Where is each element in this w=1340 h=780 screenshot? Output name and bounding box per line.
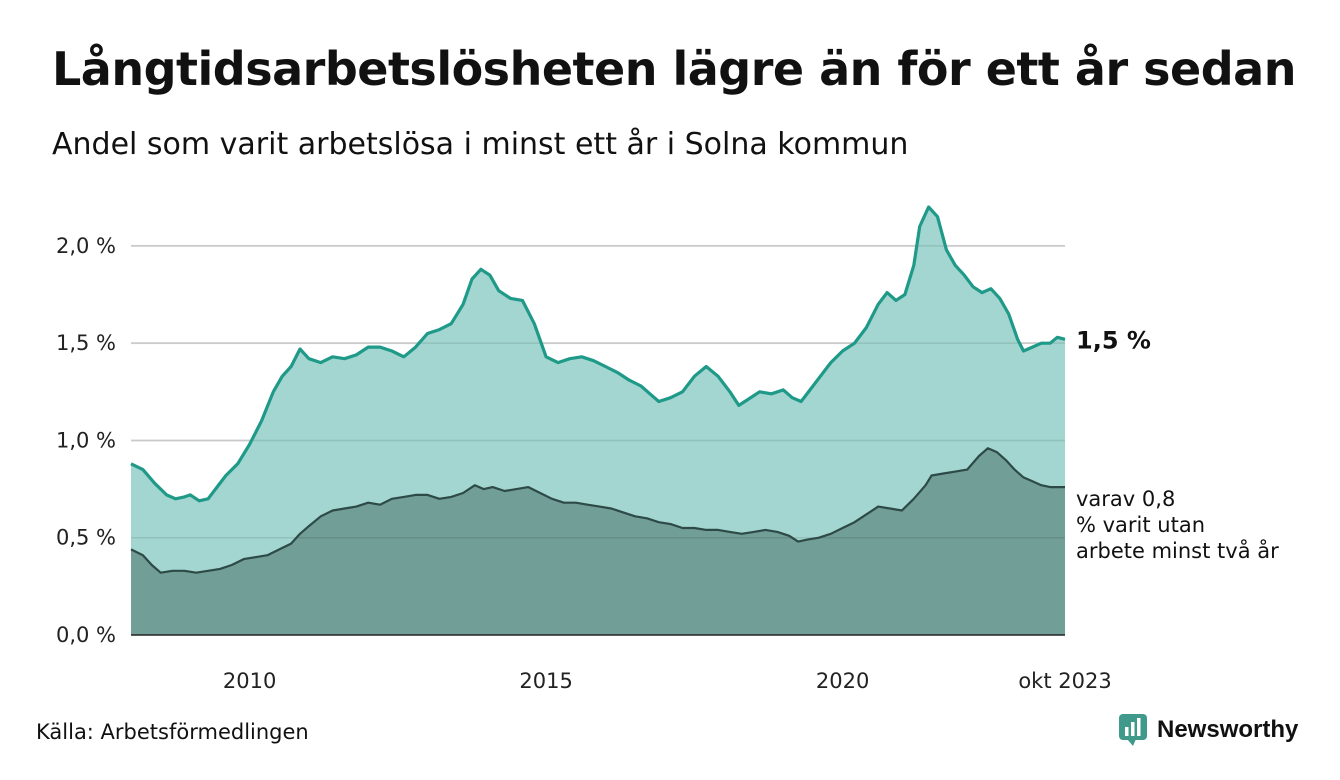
series-area-2 <box>131 448 1065 635</box>
x-tick-label: 2010 <box>223 669 276 693</box>
y-tick-label: 1,5 % <box>56 331 116 355</box>
y-tick-label: 0,5 % <box>56 526 116 550</box>
x-tick-label: okt 2023 <box>1018 669 1111 693</box>
brand-name: Newsworthy <box>1157 716 1299 743</box>
series-line-1 <box>130 205 1066 503</box>
axes: 0,0 % 0,5 % 1,0 % 1,5 % 2,0 % 2010 2015 2020 okt… <box>56 234 1112 693</box>
newsworthy-logo-icon <box>1119 714 1147 746</box>
y-tick-label: 1,0 % <box>56 428 116 452</box>
series-lines <box>130 205 1066 574</box>
x-tick-label: 2020 <box>816 669 869 693</box>
end-labels: 1,5 % varav 0,8% varit utan arbete minst t… <box>1076 326 1279 563</box>
chart-subtitle: Andel som varit arbetslösa i minst ett å… <box>52 127 909 162</box>
x-tick-label: 2015 <box>519 669 572 693</box>
end-label-two-years: varav 0,8% varit utan arbete minst två år <box>1076 487 1279 563</box>
series-areas <box>131 207 1065 635</box>
end-label-total: 1,5 % <box>1076 326 1151 354</box>
chart-title: Långtidsarbetslösheten lägre än för ett … <box>52 42 1296 96</box>
y-tick-label: 2,0 % <box>56 234 116 258</box>
series-line-2 <box>130 447 1065 574</box>
source-note: Källa: Arbetsförmedlingen <box>36 720 309 744</box>
y-tick-label: 0,0 % <box>56 623 116 647</box>
brand-logo: Newsworthy <box>1118 713 1298 747</box>
